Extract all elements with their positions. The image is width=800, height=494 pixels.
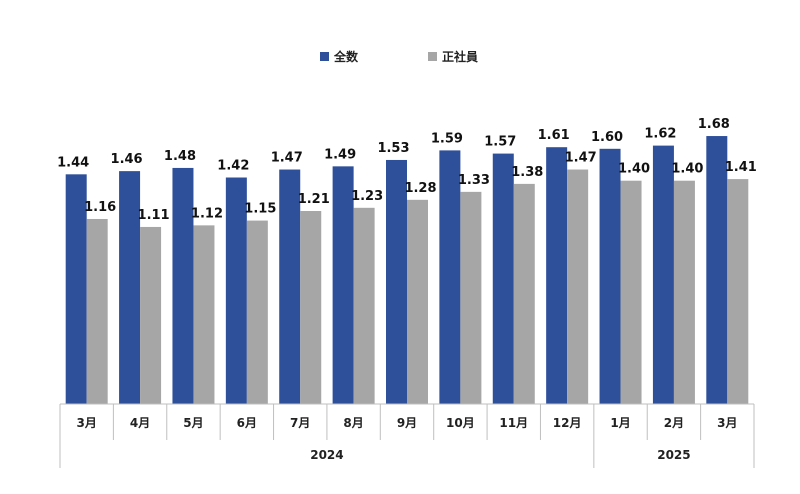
bar-regular-6 xyxy=(407,199,428,404)
x-tick-label-9: 12月 xyxy=(553,416,582,430)
x-tick-label-0: 3月 xyxy=(77,416,97,430)
data-label-regular-7: 1.33 xyxy=(458,173,490,188)
bar-total-12 xyxy=(706,136,728,405)
legend-swatch-total xyxy=(320,52,329,61)
year-label-2025: 2025 xyxy=(657,448,690,462)
data-label-regular-1: 1.11 xyxy=(138,208,170,223)
data-label-total-4: 1.47 xyxy=(271,151,303,166)
bar-regular-1 xyxy=(140,226,162,404)
bar-total-8 xyxy=(492,153,514,404)
x-tick-label-5: 8月 xyxy=(343,416,363,430)
data-label-total-1: 1.46 xyxy=(111,152,143,167)
data-label-total-5: 1.49 xyxy=(324,147,356,162)
bar-regular-12 xyxy=(727,179,749,404)
bar-total-2 xyxy=(172,167,194,404)
x-tick-label-4: 7月 xyxy=(290,416,310,430)
data-label-regular-4: 1.21 xyxy=(298,192,330,207)
data-label-total-3: 1.42 xyxy=(217,159,249,174)
bar-total-6 xyxy=(386,159,407,404)
x-axis: 3月 4月 5月 6月 7月 8月 9月 10月 11月 12月 1月 2月 3月 2024 2025 xyxy=(59,403,755,468)
x-tick-label-2: 5月 xyxy=(183,416,203,430)
data-label-total-2: 1.48 xyxy=(164,149,196,164)
legend-label-total: 全数 xyxy=(333,49,359,64)
data-label-regular-9: 1.47 xyxy=(565,151,597,166)
bar-regular-7 xyxy=(460,191,482,404)
bar-regular-4 xyxy=(300,211,322,404)
data-label-regular-5: 1.23 xyxy=(351,189,383,204)
data-label-total-10: 1.60 xyxy=(591,130,623,145)
bar-total-10 xyxy=(599,148,621,404)
year-label-2024: 2024 xyxy=(310,448,343,462)
data-label-regular-12: 1.41 xyxy=(725,160,757,175)
bar-total-7 xyxy=(439,150,461,404)
data-label-total-0: 1.44 xyxy=(57,155,89,170)
data-label-total-6: 1.53 xyxy=(377,141,409,156)
bar-total-9 xyxy=(546,147,568,404)
data-label-total-11: 1.62 xyxy=(644,127,676,142)
x-tick-label-3: 6月 xyxy=(237,416,257,430)
bar-regular-10 xyxy=(620,180,642,404)
bar-total-11 xyxy=(652,145,674,405)
data-label-total-12: 1.68 xyxy=(698,117,730,132)
bar-regular-3 xyxy=(246,220,268,404)
bar-regular-5 xyxy=(353,207,375,404)
data-label-regular-0: 1.16 xyxy=(84,200,116,215)
bar-total-3 xyxy=(225,177,247,404)
x-tick-label-7: 10月 xyxy=(446,416,475,430)
data-label-regular-2: 1.12 xyxy=(191,206,223,221)
x-tick-label-8: 11月 xyxy=(499,416,528,430)
bar-total-1 xyxy=(119,171,141,404)
bar-total-4 xyxy=(279,169,301,404)
data-label-regular-6: 1.28 xyxy=(404,181,436,196)
bar-total-5 xyxy=(332,166,354,404)
bar-regular-0 xyxy=(86,218,108,404)
legend-swatch-regular xyxy=(428,52,437,61)
bar-total-0 xyxy=(65,174,87,404)
bars xyxy=(65,136,749,405)
legend: 全数 正社員 xyxy=(320,49,478,64)
bar-regular-2 xyxy=(193,225,215,404)
data-label-regular-8: 1.38 xyxy=(511,165,543,180)
data-label-regular-11: 1.40 xyxy=(671,162,703,177)
data-label-regular-3: 1.15 xyxy=(244,202,276,217)
bar-regular-8 xyxy=(513,183,535,404)
x-tick-label-1: 4月 xyxy=(130,416,150,430)
x-tick-label-12: 3月 xyxy=(717,416,737,430)
data-label-regular-10: 1.40 xyxy=(618,162,650,177)
data-label-total-9: 1.61 xyxy=(538,128,570,143)
data-label-total-7: 1.59 xyxy=(431,131,463,146)
legend-label-regular: 正社員 xyxy=(442,49,478,64)
x-tick-label-11: 2月 xyxy=(664,416,684,430)
x-tick-label-10: 1月 xyxy=(610,416,630,430)
bar-regular-9 xyxy=(567,169,589,404)
x-tick-label-6: 9月 xyxy=(397,416,417,430)
data-labels: 1.44 1.16 1.46 1.11 1.48 1.12 1.42 1.15 1.47 1.21… xyxy=(57,117,757,223)
data-label-total-8: 1.57 xyxy=(484,135,516,150)
bar-regular-11 xyxy=(673,180,695,404)
